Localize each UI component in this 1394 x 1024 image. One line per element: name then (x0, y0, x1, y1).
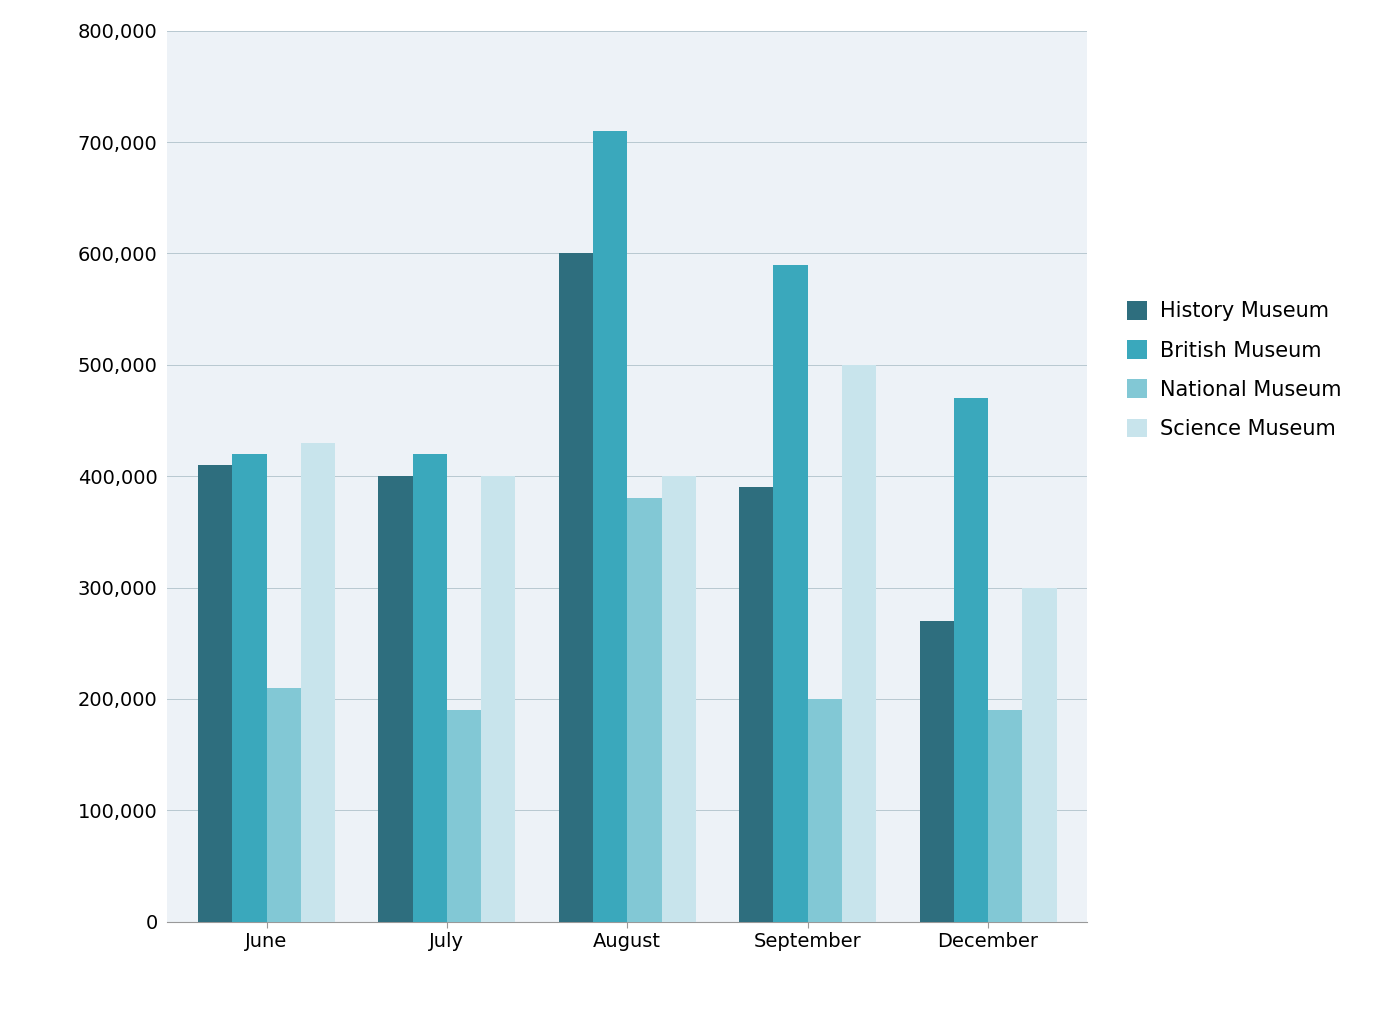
Bar (266, 688, 301, 922)
Bar (481, 476, 516, 922)
Bar (233, 454, 266, 922)
Bar (1022, 588, 1057, 922)
Bar (920, 621, 953, 922)
Bar (953, 398, 988, 922)
Bar (739, 487, 774, 922)
Bar (301, 442, 335, 922)
Bar (627, 499, 662, 922)
Bar (988, 710, 1022, 922)
Bar (413, 454, 447, 922)
Bar (447, 710, 481, 922)
Bar (842, 365, 877, 922)
Legend: History Museum, British Museum, National Museum, Science Museum: History Museum, British Museum, National… (1117, 291, 1352, 450)
Bar (774, 264, 807, 922)
Bar (592, 131, 627, 922)
Bar (807, 698, 842, 922)
Bar (559, 253, 592, 922)
Bar (198, 465, 233, 922)
Bar (378, 476, 413, 922)
Bar (662, 476, 696, 922)
